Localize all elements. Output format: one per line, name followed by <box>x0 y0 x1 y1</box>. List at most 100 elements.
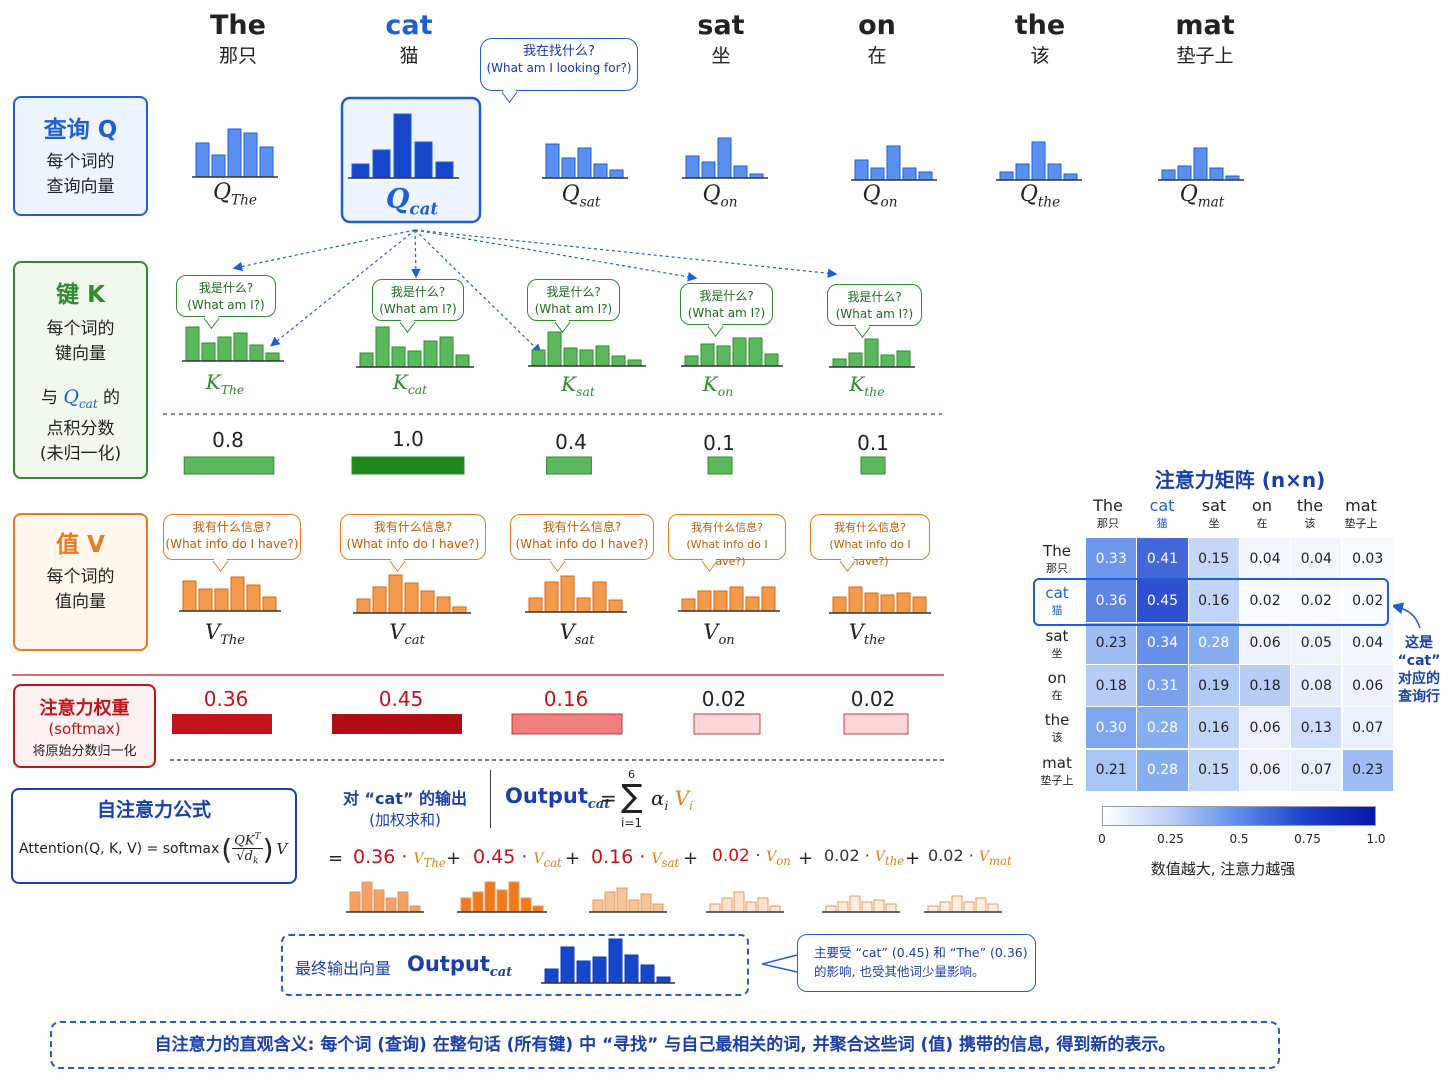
matrix-cell: 0.02 <box>1291 580 1342 622</box>
expansion-histogram-bar <box>873 899 885 913</box>
query-histogram-bar <box>701 161 716 179</box>
query-histogram-bar <box>1177 165 1192 181</box>
key-histogram-bar <box>391 346 406 368</box>
query-histogram-bar <box>351 163 370 179</box>
value-histogram-bar <box>761 586 776 612</box>
matrix-row-highlight <box>1033 578 1389 626</box>
query-histogram-bar <box>749 173 764 179</box>
weight-cat: 0.45 <box>378 687 424 711</box>
word-en: sat <box>697 10 745 41</box>
matrix-row-header: sat 坐 <box>1045 626 1069 660</box>
key-histogram-bar <box>880 354 895 368</box>
query-label-on: Qon <box>702 182 738 211</box>
expansion-histogram-bar <box>951 895 963 913</box>
value-histogram-bar <box>697 590 712 612</box>
query-histogram-bar <box>854 159 869 181</box>
word-header-sat: sat 坐 <box>661 8 781 68</box>
key-bubble-the: 我是什么? (What am I?) <box>176 275 276 329</box>
expansion-plus: + <box>798 848 814 869</box>
matrix-col-header: sat 坐 <box>1201 496 1227 530</box>
key-histogram-bar <box>547 331 562 367</box>
formula-rhs: V <box>276 840 288 859</box>
key-histogram-bar <box>716 345 731 367</box>
query-histogram-bar <box>545 143 560 179</box>
value-label-cat: Vcat <box>389 620 425 649</box>
query-box-line: 每个词的 <box>46 152 115 172</box>
query-histogram-bar <box>717 137 732 179</box>
query-histogram-bar <box>886 145 901 181</box>
matrix-cell: 0.04 <box>1342 622 1393 664</box>
expansion-histogram-bar <box>733 891 745 913</box>
output-formula: Outputcat = 6 ∑ i=1 αi Vi <box>505 768 705 834</box>
bubble-line: (What am I looking for?) <box>486 61 632 75</box>
query-histogram-bar <box>577 147 592 179</box>
expansion-term-cat: 0.45 · Vcat <box>473 846 562 870</box>
expansion-plus: + <box>905 848 921 869</box>
value-histogram-bar <box>745 596 760 612</box>
expansion-histogram-bar <box>721 897 733 913</box>
expansion-histogram-bar <box>709 903 721 913</box>
value-histogram-bar <box>864 592 879 614</box>
query-histogram-bar <box>259 146 274 178</box>
matrix-cell: 0.06 <box>1239 707 1291 749</box>
colorbar-tick: 0 <box>1098 832 1106 846</box>
output-desc-line: 对 “cat” 的输出 <box>342 789 468 808</box>
value-bubble-on: 我有什么信息? (What info do I have?) <box>668 514 786 572</box>
output-desc: 对 “cat” 的输出 (加权求和) <box>330 785 480 830</box>
key-histogram-bar <box>748 337 763 367</box>
final-note-line: 主要受 “cat” (0.45) 和 “The” (0.36) <box>814 945 1028 960</box>
value-histogram-bar <box>356 598 371 614</box>
matrix-title: 注意力矩阵 (n×n) <box>1154 468 1326 492</box>
query-label-sat: Qsat <box>561 182 601 211</box>
value-histogram-bar <box>230 576 245 612</box>
key-box-line: 每个词的 <box>46 319 115 339</box>
matrix-cell: 0.07 <box>1291 749 1342 791</box>
value-label-the: VThe <box>205 620 245 649</box>
word-header-mat: mat 垫子上 <box>1145 8 1265 68</box>
query-box-title: 查询 Q <box>43 117 118 143</box>
query-histogram-bar <box>561 157 576 179</box>
expansion-histogram-bar <box>520 897 532 913</box>
expansion-histogram-bar <box>927 905 939 913</box>
query-label-the: QThe <box>213 180 257 209</box>
expansion-histogram-bar <box>532 905 544 913</box>
value-histogram-bar <box>544 581 559 613</box>
query-histogram-bar <box>372 149 391 179</box>
query-histogram-bar <box>227 128 242 178</box>
expansion-histogram-bar <box>349 891 361 913</box>
final-output-label: 最终输出向量 <box>295 959 392 978</box>
weight-the: 0.36 <box>203 687 249 711</box>
expansion-term-the-2: 0.02 · Vthe <box>824 846 905 868</box>
value-box: 值 V 每个词的 值向量 <box>13 513 148 651</box>
query-box: 查询 Q 每个词的 查询向量 <box>13 96 148 216</box>
word-en: cat <box>385 10 433 41</box>
query-histogram-bar <box>1161 169 1176 181</box>
matrix-cell: 0.13 <box>1291 707 1342 749</box>
matrix-cell: 0.28 <box>1137 707 1188 749</box>
matrix-row-header: on 在 <box>1047 668 1067 702</box>
score-bar <box>860 456 886 475</box>
score-bar <box>351 456 465 475</box>
expansion-plus: + <box>565 848 581 869</box>
key-histogram-bar <box>439 336 454 368</box>
score-the: 0.8 <box>212 428 244 452</box>
key-histogram-bar <box>627 359 642 367</box>
key-box-line: 键向量 <box>55 344 106 364</box>
query-histogram-bar <box>593 163 608 179</box>
expansion-histogram-bar <box>472 891 484 913</box>
expansion-histogram-bar <box>484 881 496 913</box>
expansion-equals: = <box>328 848 344 869</box>
weight-bar <box>172 714 272 734</box>
matrix-cell: 0.06 <box>1239 622 1291 664</box>
value-histogram-bar <box>262 596 277 612</box>
word-header-the-2: the 该 <box>980 8 1100 68</box>
expansion-plus: + <box>446 848 462 869</box>
word-zh: 在 <box>867 45 887 67</box>
final-output-box: 最终输出向量 Outputcat <box>281 934 749 996</box>
highlight-arrow <box>1391 602 1421 629</box>
key-box-line: (未归一化) <box>39 443 122 464</box>
query-histogram-bar <box>1193 147 1208 181</box>
score-bar <box>546 456 592 475</box>
key-box-with: 与 <box>40 388 58 408</box>
value-histogram-bar <box>576 597 591 613</box>
